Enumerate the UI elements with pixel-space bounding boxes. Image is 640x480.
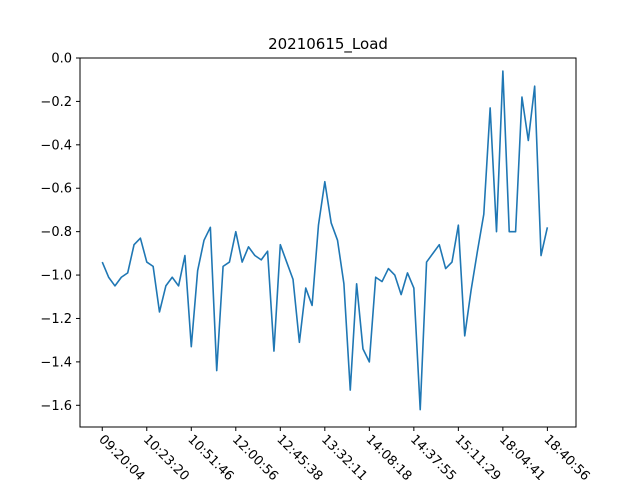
y-tick-label: −0.4: [40, 138, 72, 153]
y-tick-label: 0.0: [51, 52, 72, 67]
x-tick-label: 09:20:04: [95, 432, 147, 480]
chart-title: 20210615_Load: [268, 35, 388, 54]
series-line-0: [101, 70, 549, 411]
y-tick-label: −0.6: [40, 182, 72, 197]
y-tick-label: −0.8: [40, 225, 72, 240]
plot-area: [101, 70, 549, 411]
y-tick-label: −1.6: [40, 399, 72, 414]
x-axis: 09:20:0410:23:2010:51:4612:00:5612:45:38…: [95, 427, 592, 480]
y-axis: 0.0 −0.2 −0.4 −0.6 −0.8 −1.0 −1.2 −1.4 −1.6: [40, 52, 80, 414]
plot-frame: [79, 57, 577, 428]
y-tick-label: −1.4: [40, 355, 72, 370]
y-tick-label: −1.0: [40, 269, 72, 284]
y-tick-label: −0.2: [40, 95, 72, 110]
y-tick-label: −1.2: [40, 312, 72, 327]
